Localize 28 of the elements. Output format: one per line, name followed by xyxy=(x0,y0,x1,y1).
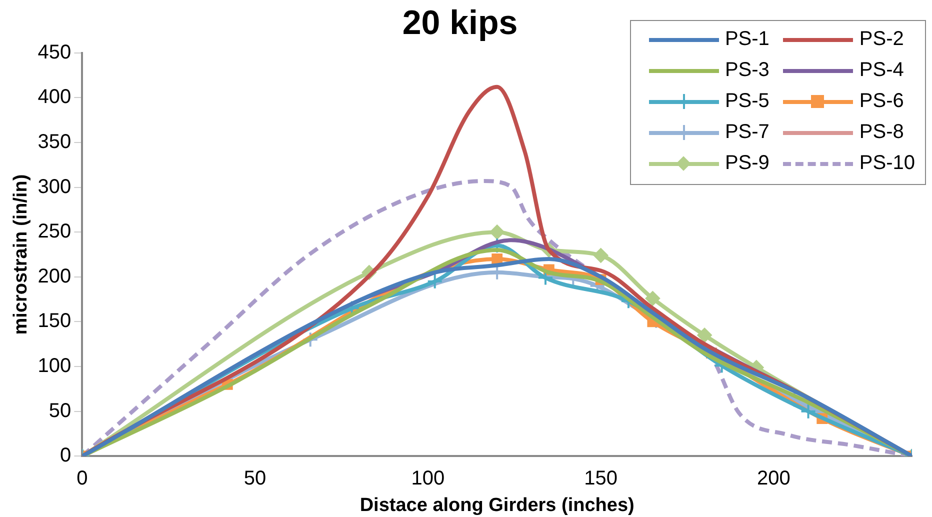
y-tick-label: 150 xyxy=(38,310,72,332)
legend-label: PS-3 xyxy=(724,59,770,82)
legend-label: PS-2 xyxy=(859,28,904,51)
legend-label: PS-1 xyxy=(724,28,770,51)
x-tick-label: 50 xyxy=(244,468,266,490)
x-tick-label: 0 xyxy=(76,468,88,490)
y-tick-label: 350 xyxy=(38,130,72,153)
y-axis-title: microstrain (in/in) xyxy=(10,174,32,335)
x-tick-label: 150 xyxy=(584,468,618,490)
y-tick-label: 450 xyxy=(38,41,72,64)
y-tick-label: 200 xyxy=(38,265,72,288)
x-tick-label: 100 xyxy=(411,468,445,490)
x-axis-title: Distace along Girders (inches) xyxy=(360,494,634,516)
y-tick-label: 300 xyxy=(38,176,72,198)
chart-title: 20 kips xyxy=(402,4,518,42)
y-tick-label: 100 xyxy=(38,355,72,378)
legend-label: PS-9 xyxy=(724,152,770,175)
x-tick-label: 200 xyxy=(757,468,790,490)
legend-label: PS-7 xyxy=(724,121,770,144)
y-tick-label: 50 xyxy=(48,400,72,422)
y-tick-label: 250 xyxy=(38,220,72,243)
y-tick-label: 400 xyxy=(38,86,72,108)
y-tick-label: 0 xyxy=(60,444,72,467)
legend-label: PS-6 xyxy=(859,90,904,113)
legend-label: PS-8 xyxy=(859,121,904,144)
legend-label: PS-10 xyxy=(859,152,915,175)
legend-label: PS-4 xyxy=(859,59,904,82)
legend-label: PS-5 xyxy=(724,90,770,113)
